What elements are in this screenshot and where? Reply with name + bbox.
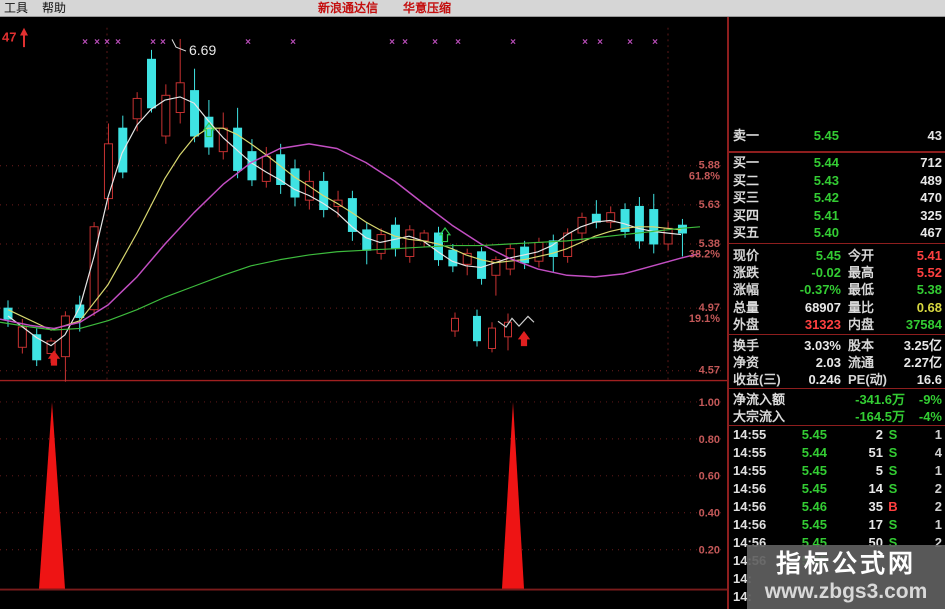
tick-row: 14:55 5.44 51 S 4: [733, 445, 942, 460]
tick-row: 14:55 5.45 2 S 1: [733, 427, 942, 442]
quote-row: 现价 5.45 今开 5.41: [733, 248, 942, 263]
high-price-label: 6.69: [189, 43, 217, 58]
menu-item-tools[interactable]: 工具: [4, 1, 29, 15]
price-axis-label: 5.88: [699, 160, 720, 172]
x-marker: ×: [115, 37, 121, 48]
tick-row: 14:56 5.45 17 S 1: [733, 517, 942, 532]
x-marker: ×: [402, 37, 408, 48]
fundamental-row: 换手 3.03% 股本 3.25亿: [733, 338, 942, 353]
ma-line-ma5: [7, 96, 682, 347]
x-marker: ×: [290, 37, 296, 48]
x-marker: ×: [104, 37, 110, 48]
fundamental-row: 净资 2.03 流通 2.27亿: [733, 355, 942, 371]
quote-row: 涨跌 -0.02 最高 5.52: [733, 265, 942, 281]
x-marker: ×: [160, 37, 166, 48]
tick-row: 14:55 5.45 5 S 1: [733, 463, 942, 478]
ma-line-ma10: [7, 127, 682, 331]
x-marker: ×: [389, 37, 395, 48]
x-marker: ×: [94, 37, 100, 48]
menu-bar: 工具 帮助 新浪通达信 华意压缩: [0, 0, 945, 17]
price-axis-label: 5.38: [699, 238, 720, 250]
menu-link-sina-tdx[interactable]: 新浪通达信: [318, 1, 379, 15]
tick-row: 14:56 5.46 35 B 2: [733, 499, 942, 514]
watermark-url: www.zbgs3.com: [764, 580, 928, 603]
fundamental-row: 收益(三) 0.246 PE(动) 16.6: [733, 372, 942, 388]
bid-row: 买三 5.42 470: [733, 190, 942, 206]
buy-signal-arrow: [517, 330, 531, 347]
watermark: 指标公式网 www.zbgs3.com: [747, 545, 945, 609]
bid-row: 买五 5.40 467: [733, 225, 942, 241]
buy-signal-arrow: [47, 350, 61, 366]
x-marker: ×: [82, 37, 88, 48]
indicator-axis-label: 0.20: [699, 545, 720, 557]
corner-value-label: 47: [2, 29, 16, 44]
x-marker: ×: [627, 37, 633, 48]
indicator-axis-label: 0.60: [699, 471, 720, 483]
quote-row: 外盘 31323 内盘 37584: [733, 316, 942, 332]
x-marker: ×: [245, 37, 251, 48]
bid-row: 买四 5.41 325: [733, 207, 942, 223]
price-axis-label: 4.57: [699, 365, 720, 377]
flow-row: 净流入额 -341.6万 -9%: [733, 392, 942, 407]
golden-section-pct-label: 38.2%: [689, 249, 721, 261]
x-marker: ×: [652, 37, 658, 48]
ma-line-ma20: [0, 143, 701, 330]
golden-section-pct-label: 61.8%: [689, 170, 721, 182]
ma-line-ma60: [0, 226, 701, 331]
menu-link-huayi[interactable]: 华意压缩: [403, 1, 452, 15]
golden-section-pct-label: 19.1%: [689, 313, 721, 325]
quote-panel: 卖一 5.45 43 买一 5.44 712 买二 5.43 489 买三 5.42 470 买四 5.…: [727, 17, 945, 609]
tick-row: 14:56 5.45 14 S 2: [733, 481, 942, 496]
menu-item-help[interactable]: 帮助: [42, 1, 67, 15]
quote-row: 总量 68907 量比 0.68: [733, 299, 942, 315]
price-axis-label: 4.97: [699, 302, 720, 314]
x-marker: ×: [150, 37, 156, 48]
flow-row: 大宗流入 -164.5万 -4%: [733, 409, 942, 425]
kline-chart[interactable]: 1.00 0.80 0.60 0.40 0.20 × × × × × × × × × × × × × × × × × 47 6…: [0, 17, 727, 609]
x-marker: ×: [510, 37, 516, 48]
quote-row: 涨幅 -0.37% 最低 5.38: [733, 282, 942, 298]
indicator-axis-label: 0.40: [699, 508, 720, 520]
watermark-site-name: 指标公式网: [775, 550, 916, 578]
indicator-signal-arrow: [438, 226, 452, 243]
x-marker: ×: [432, 37, 438, 48]
bid-row: 买一 5.44 712: [733, 155, 942, 170]
indicator-axis-label: 1.00: [699, 397, 720, 409]
price-axis-label: 5.63: [699, 199, 720, 211]
indicator-signal-arrow: [202, 121, 216, 138]
x-marker: ×: [582, 37, 588, 48]
x-marker: ×: [455, 37, 461, 48]
tick-row: 14:: [729, 606, 945, 609]
indicator-axis-label: 0.80: [699, 434, 720, 446]
ask-row: 卖一 5.45 43: [733, 128, 942, 143]
x-marker: ×: [597, 37, 603, 48]
bid-row: 买二 5.43 489: [733, 172, 942, 188]
